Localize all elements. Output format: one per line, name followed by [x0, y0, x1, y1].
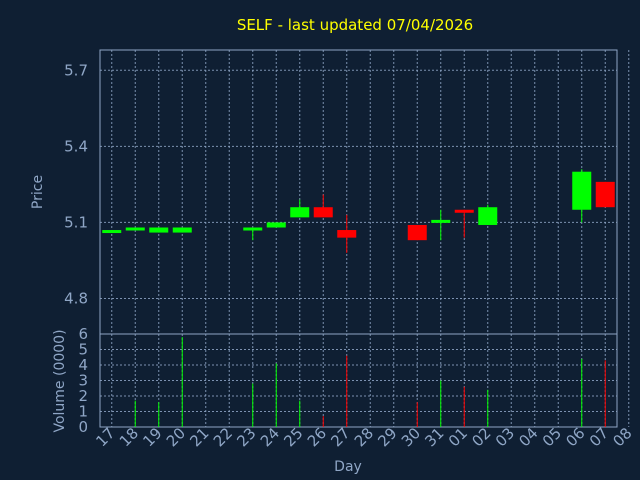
volume-tick-label: 5 — [78, 341, 88, 359]
candle-body — [572, 171, 592, 210]
price-gridlines — [100, 50, 630, 334]
candle — [125, 227, 145, 231]
candle — [290, 199, 310, 218]
candle-body — [290, 207, 310, 218]
day-tick-label: 19 — [139, 424, 165, 450]
day-tick-label: 07 — [586, 424, 612, 450]
candle — [266, 222, 286, 228]
candle-body — [149, 227, 169, 233]
candle-body — [478, 207, 498, 225]
candle-body — [407, 224, 427, 241]
candle — [337, 214, 357, 253]
candle-body — [454, 209, 474, 213]
candle-body — [595, 181, 615, 208]
volume-tick-label: 6 — [78, 325, 88, 343]
day-tick-label: 27 — [327, 424, 353, 450]
volume-tick-label: 2 — [78, 387, 88, 405]
candle-body — [337, 230, 357, 238]
day-tick-label: 22 — [210, 424, 236, 450]
volume-bars — [134, 337, 606, 427]
day-axis-label: Day — [334, 459, 362, 475]
price-panel-frame — [99, 49, 618, 335]
price-axis-ticks: 4.8 5.1 5.4 5.7 — [64, 61, 88, 307]
day-tick-label: 02 — [468, 424, 494, 450]
day-tick-label: 04 — [515, 424, 541, 450]
price-axis-label: Price — [30, 175, 46, 209]
price-tick-label: 4.8 — [64, 290, 88, 308]
candle-body — [172, 227, 192, 233]
day-tick-label: 30 — [398, 424, 424, 450]
day-tick-label: 31 — [421, 424, 447, 450]
candle — [478, 204, 498, 225]
candle — [102, 230, 122, 234]
candle — [431, 209, 451, 241]
candle-body — [243, 227, 263, 231]
day-tick-label: 25 — [280, 424, 306, 450]
day-tick-label: 20 — [163, 424, 189, 450]
candle — [572, 169, 592, 223]
candle — [149, 227, 169, 233]
volume-tick-label: 0 — [78, 418, 88, 436]
volume-gridlines — [100, 334, 630, 427]
day-tick-label: 17 — [92, 424, 118, 450]
candle — [407, 224, 427, 241]
volume-tick-label: 4 — [78, 356, 88, 374]
chart-title: SELF - last updated 07/04/2026 — [237, 16, 473, 34]
candle — [172, 227, 192, 233]
candle-body — [266, 222, 286, 228]
day-tick-label: 21 — [186, 424, 212, 450]
volume-panel-frame — [99, 333, 618, 428]
day-tick-label: 08 — [609, 424, 635, 450]
candle — [243, 227, 263, 241]
volume-tick-label: 3 — [78, 372, 88, 390]
day-tick-label: 28 — [351, 424, 377, 450]
day-tick-label: 26 — [304, 424, 330, 450]
day-tick-label: 06 — [562, 424, 588, 450]
candle-body — [102, 230, 122, 234]
day-tick-label: 18 — [116, 424, 142, 450]
candle — [313, 194, 333, 218]
day-tick-label: 01 — [445, 424, 471, 450]
candle-body — [313, 207, 333, 218]
day-tick-label: 23 — [233, 424, 259, 450]
day-tick-label: 24 — [257, 424, 283, 450]
candle-body — [431, 219, 451, 223]
price-tick-label: 5.4 — [64, 137, 88, 155]
candles — [102, 169, 615, 253]
day-axis-ticks: 1718192021222324252627282930310102030405… — [92, 424, 635, 450]
candle — [454, 209, 474, 238]
day-tick-label: 29 — [374, 424, 400, 450]
candle-body — [125, 227, 145, 231]
price-tick-label: 5.7 — [64, 61, 88, 79]
volume-axis-label: Volume (0000) — [52, 329, 68, 432]
volume-tick-label: 1 — [78, 403, 88, 421]
day-tick-label: 05 — [539, 424, 565, 450]
price-tick-label: 5.1 — [64, 213, 88, 231]
day-tick-label: 03 — [492, 424, 518, 450]
candle — [595, 181, 615, 208]
